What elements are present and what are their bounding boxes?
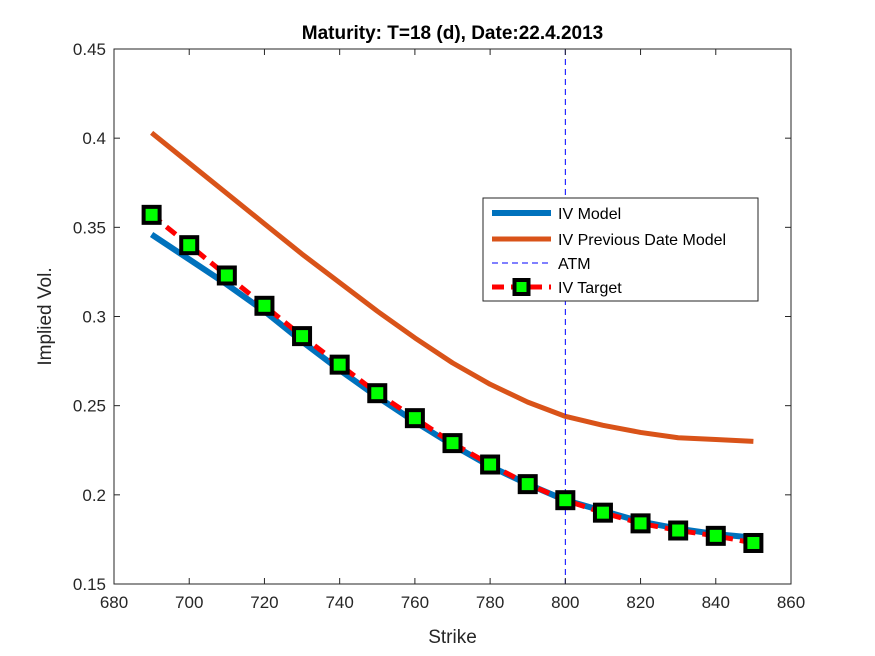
y-tick-label-1: 0.2 — [82, 486, 106, 505]
y-axis-label: Implied Vol. — [35, 267, 56, 365]
iv-target-marker-2 — [216, 265, 237, 286]
chart-title: Maturity: T=18 (d), Date:22.4.2013 — [302, 23, 603, 44]
iv-target-marker-1 — [179, 235, 200, 256]
x-tick-label-8: 840 — [702, 593, 730, 612]
x-tick-label-2: 720 — [250, 593, 278, 612]
iv-target-marker-6 — [367, 383, 388, 404]
x-tick-label-0: 680 — [100, 593, 128, 612]
y-tick-label-6: 0.45 — [73, 40, 106, 59]
legend-label-0: IV Model — [558, 206, 621, 223]
x-tick-label-4: 760 — [401, 593, 429, 612]
iv-target-marker-15 — [705, 525, 726, 546]
y-tick-label-4: 0.35 — [73, 218, 106, 237]
iv-target-marker-8 — [442, 433, 463, 454]
iv-target-marker-5 — [329, 354, 350, 375]
iv-target-marker-11 — [555, 490, 576, 511]
iv-target-marker-16 — [743, 532, 764, 553]
iv-target-marker-3 — [254, 295, 275, 316]
iv-target-marker-7 — [404, 408, 425, 429]
legend-label-2: ATM — [558, 256, 591, 273]
series-iv-target-line — [150, 212, 754, 546]
series-iv-previous-date-model-line — [150, 130, 754, 444]
legend: IV Model IV Previous Date Model ATM IV Targ… — [482, 197, 759, 302]
x-tick-label-6: 800 — [551, 593, 579, 612]
series-layer — [141, 49, 764, 584]
legend-label-3: IV Target — [558, 280, 622, 297]
iv-target-marker-9 — [480, 454, 501, 475]
x-tick-label-9: 860 — [777, 593, 805, 612]
x-tick-label-3: 740 — [325, 593, 353, 612]
iv-target-marker-12 — [592, 502, 613, 523]
iv-target-marker-14 — [668, 520, 689, 541]
y-tick-label-2: 0.25 — [73, 397, 106, 416]
y-tick-label-0: 0.15 — [73, 575, 106, 594]
iv-target-marker-10 — [517, 474, 538, 495]
iv-target-marker-13 — [630, 513, 651, 534]
x-axis-label: Strike — [428, 627, 477, 648]
legend-swatch-iv-target-marker — [512, 278, 531, 296]
legend-label-1: IV Previous Date Model — [558, 232, 726, 249]
plot-area — [114, 49, 791, 584]
iv-target-marker-4 — [292, 326, 313, 347]
x-tick-label-1: 700 — [175, 593, 203, 612]
y-tick-label-3: 0.3 — [82, 308, 106, 327]
iv-target-marker-0 — [141, 204, 162, 225]
x-tick-label-5: 780 — [476, 593, 504, 612]
ticks-layer: 680 700 720 740 760 780 800 820 840 860 0.15 0.2 0.2… — [73, 40, 805, 612]
x-tick-label-7: 820 — [626, 593, 654, 612]
y-tick-label-5: 0.4 — [82, 129, 106, 148]
